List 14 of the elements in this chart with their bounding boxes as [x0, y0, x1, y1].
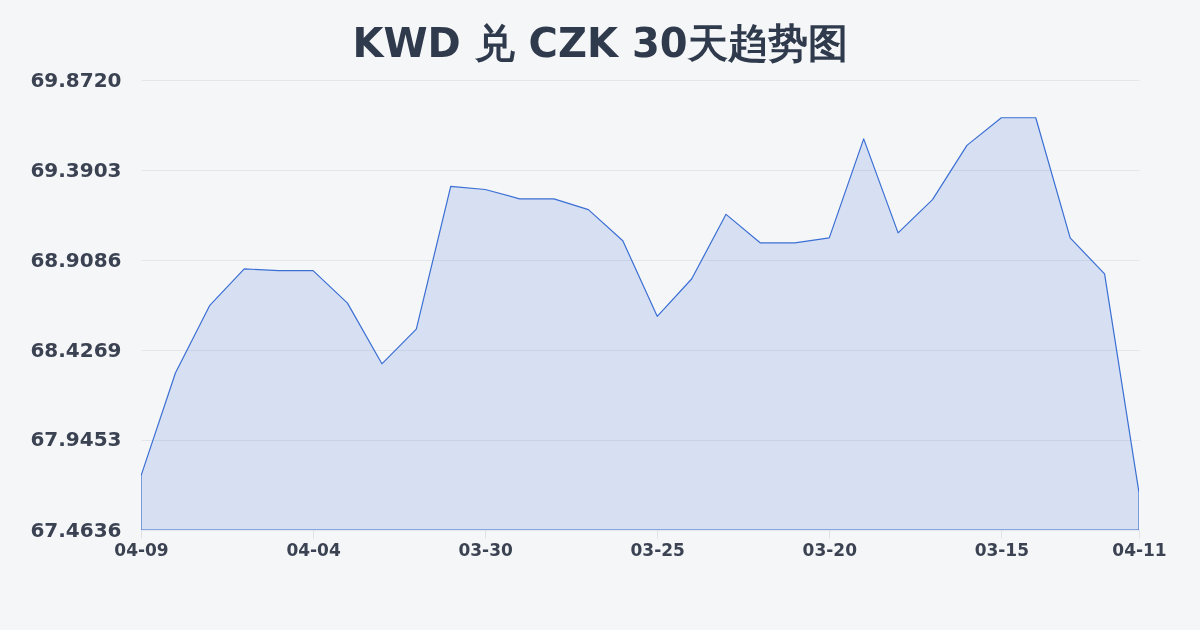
y-tick-label: 69.8720 — [30, 67, 122, 92]
x-tick-label: 03-20 — [802, 539, 858, 560]
y-tick-label: 69.3903 — [30, 157, 122, 182]
x-tick-label: 03-25 — [630, 539, 685, 560]
y-tick-label: 67.4636 — [30, 517, 122, 542]
x-tick-label: 04-09 — [114, 539, 169, 560]
y-tick-label: 67.9453 — [30, 427, 122, 452]
x-tick-label: 03-15 — [974, 539, 1030, 560]
x-tick-label: 04-11 — [1112, 539, 1167, 560]
chart-title: KWD 兑 CZK 30天趋势图 — [352, 20, 848, 66]
y-tick-label: 68.4269 — [30, 337, 122, 362]
x-tick-label: 03-30 — [458, 539, 513, 560]
x-tick-label: 04-04 — [286, 539, 341, 560]
y-tick-label: 68.9086 — [30, 247, 122, 272]
